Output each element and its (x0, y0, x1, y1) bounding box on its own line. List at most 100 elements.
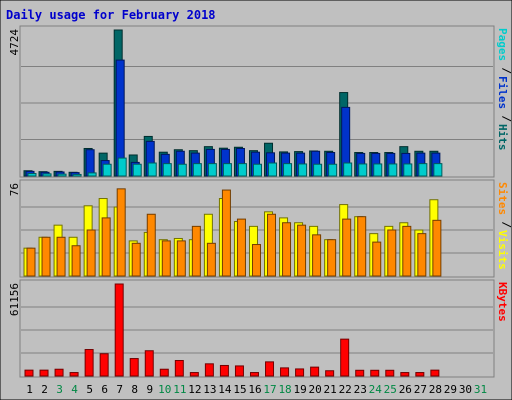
bar-kbytes-20 (310, 366, 320, 377)
day-label-22: 22 (339, 383, 352, 396)
day-label-20: 20 (309, 383, 322, 396)
bar-kbytes-6 (99, 353, 109, 377)
bar-pages-12 (192, 163, 202, 177)
bar-pages-3 (57, 173, 67, 177)
bar-sites-6 (101, 217, 111, 277)
bar-kbytes-21 (325, 370, 335, 377)
bar-pages-26 (403, 163, 413, 177)
bar-kbytes-24 (370, 369, 380, 377)
bar-sites-28 (432, 219, 442, 277)
bar-kbytes-11 (174, 360, 184, 377)
day-label-29: 29 (444, 383, 457, 396)
bar-pages-2 (42, 173, 52, 177)
bar-pages-7 (117, 157, 127, 177)
panel-label-separator: / (500, 115, 512, 122)
bar-kbytes-13 (204, 363, 214, 377)
panel-label-separator: / (500, 67, 512, 74)
bar-sites-20 (312, 234, 322, 277)
bar-kbytes-15 (234, 365, 244, 377)
bar-pages-17 (268, 162, 278, 177)
day-label-2: 2 (41, 383, 48, 396)
bar-pages-15 (237, 163, 247, 177)
chart-panels: 4724 Pages / Files / Hits 76 Sites / Visits 61156 K… (8, 25, 512, 378)
panel-max-label: 61156 (8, 283, 21, 316)
bar-sites-7 (116, 188, 126, 277)
bar-kbytes-1 (24, 369, 34, 377)
bar-sites-25 (387, 229, 397, 277)
day-label-8: 8 (131, 383, 138, 396)
bar-kbytes-16 (249, 372, 259, 377)
panel-frame (19, 25, 495, 178)
day-label-5: 5 (86, 383, 93, 396)
day-label-3: 3 (56, 383, 63, 396)
panel-label-files: Files (496, 76, 509, 109)
bar-pages-10 (162, 163, 172, 177)
day-label-23: 23 (354, 383, 367, 396)
bar-kbytes-19 (295, 368, 305, 377)
bar-pages-6 (102, 163, 112, 177)
day-label-16: 16 (248, 383, 261, 396)
bar-sites-12 (191, 225, 201, 277)
day-label-25: 25 (384, 383, 397, 396)
bar-sites-8 (131, 242, 141, 277)
bar-sites-24 (372, 241, 382, 277)
bar-sites-22 (342, 218, 352, 277)
day-label-26: 26 (399, 383, 412, 396)
bar-pages-4 (72, 173, 82, 177)
panel-label-hits: Hits (496, 124, 509, 151)
bar-pages-18 (283, 163, 293, 177)
bar-kbytes-27 (415, 372, 425, 377)
bar-pages-14 (222, 163, 232, 177)
panel-max-label: 76 (8, 183, 21, 196)
panel-visits: 76 Sites / Visits (8, 179, 512, 278)
bar-files-5 (85, 149, 95, 177)
bar-sites-21 (327, 239, 337, 277)
panel-label-sites: Sites (496, 182, 509, 215)
day-label-18: 18 (278, 383, 291, 396)
bar-kbytes-18 (280, 367, 290, 377)
panel-frame (19, 279, 495, 378)
bar-kbytes-28 (430, 369, 440, 377)
bar-pages-16 (252, 163, 262, 177)
bar-sites-17 (267, 213, 277, 277)
bar-kbytes-17 (265, 361, 275, 377)
day-label-4: 4 (71, 383, 78, 396)
bar-sites-27 (417, 233, 427, 277)
bar-pages-9 (147, 162, 157, 177)
bar-sites-2 (41, 236, 51, 277)
bar-kbytes-2 (39, 369, 49, 377)
day-label-7: 7 (116, 383, 123, 396)
bar-pages-23 (358, 163, 368, 177)
bar-kbytes-14 (219, 364, 229, 377)
bar-pages-24 (373, 163, 383, 177)
bar-sites-11 (176, 240, 186, 277)
bar-sites-4 (71, 245, 81, 277)
bar-kbytes-4 (69, 372, 79, 377)
day-label-11: 11 (173, 383, 186, 396)
bar-sites-16 (251, 244, 261, 277)
day-label-9: 9 (146, 383, 153, 396)
day-label-15: 15 (233, 383, 246, 396)
x-axis-day-labels: 1 2 3 4 5 6 7 8 9 10 11 12 13 14 15 16 17 18 19 20 21 22 23 24 2… (26, 383, 487, 396)
panel-label-visits: Visits (496, 230, 509, 270)
bar-pages-1 (27, 173, 37, 177)
bar-sites-19 (297, 224, 307, 277)
panel-kbytes: 61156 KBytes (8, 279, 509, 378)
bar-pages-19 (298, 163, 308, 177)
bar-pages-25 (388, 163, 398, 177)
bar-pages-22 (343, 162, 353, 177)
bar-sites-5 (86, 229, 96, 277)
day-label-30: 30 (459, 383, 472, 396)
day-label-12: 12 (188, 383, 201, 396)
day-label-27: 27 (414, 383, 427, 396)
day-label-10: 10 (158, 383, 171, 396)
bar-sites-1 (26, 247, 36, 277)
day-label-14: 14 (218, 383, 232, 396)
bar-pages-8 (132, 163, 142, 177)
panel-frame (19, 179, 495, 278)
day-label-17: 17 (263, 383, 276, 396)
bar-sites-15 (236, 218, 246, 277)
day-label-19: 19 (293, 383, 306, 396)
panel-max-label: 4724 (8, 29, 21, 56)
